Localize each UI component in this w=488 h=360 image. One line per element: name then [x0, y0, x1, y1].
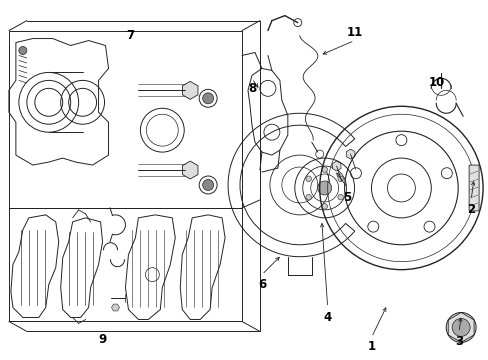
Circle shape	[202, 180, 213, 190]
Circle shape	[305, 194, 311, 200]
Circle shape	[317, 181, 331, 195]
Polygon shape	[111, 304, 119, 311]
Circle shape	[19, 46, 27, 54]
Text: 1: 1	[366, 340, 375, 353]
Circle shape	[321, 204, 327, 209]
Circle shape	[305, 176, 311, 181]
Text: 7: 7	[126, 29, 134, 42]
Circle shape	[321, 167, 327, 172]
Text: 4: 4	[323, 311, 331, 324]
Polygon shape	[182, 81, 198, 99]
Polygon shape	[332, 161, 340, 171]
Circle shape	[451, 319, 469, 336]
Text: 9: 9	[98, 333, 106, 346]
Text: 10: 10	[428, 76, 445, 89]
Polygon shape	[182, 161, 198, 179]
Text: 11: 11	[346, 26, 362, 39]
Text: 3: 3	[454, 335, 462, 348]
Text: 2: 2	[466, 203, 474, 216]
Polygon shape	[346, 149, 354, 159]
Circle shape	[337, 176, 343, 181]
Text: 5: 5	[343, 192, 351, 204]
Circle shape	[202, 93, 213, 104]
Circle shape	[446, 312, 475, 342]
Text: 8: 8	[247, 82, 256, 95]
Text: 6: 6	[257, 278, 265, 291]
FancyBboxPatch shape	[468, 165, 478, 211]
Circle shape	[337, 194, 343, 200]
